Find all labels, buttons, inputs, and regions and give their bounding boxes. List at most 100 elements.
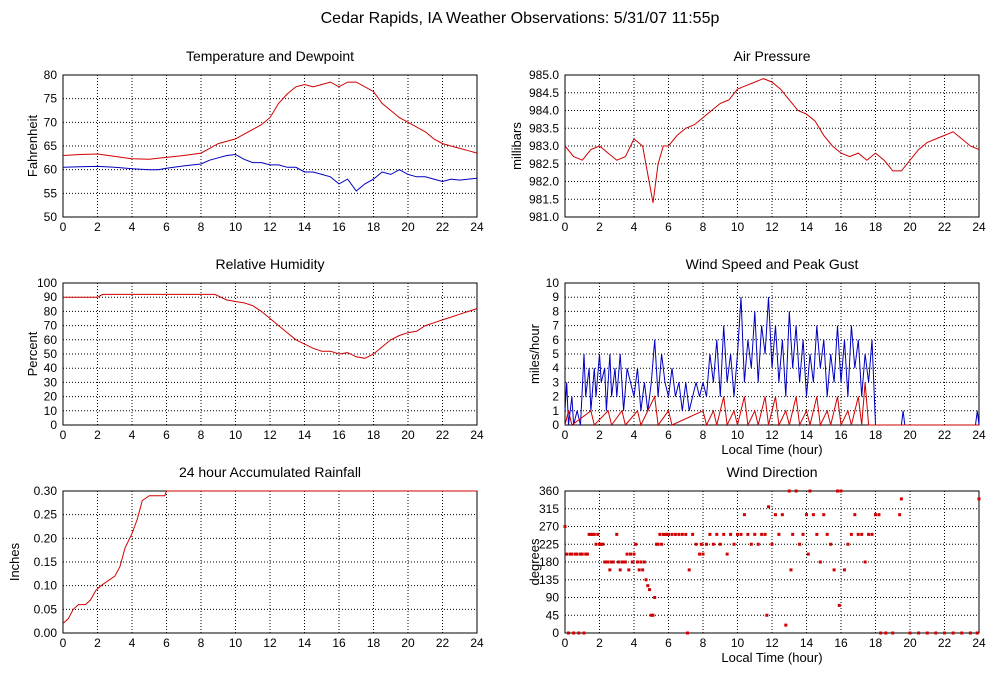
x-tick-label: 22 [938,220,952,234]
data-point [573,552,577,556]
x-tick-label: 10 [731,220,745,234]
y-tick-label: 45 [546,608,560,622]
data-point [815,532,819,536]
data-point [623,560,627,564]
x-tick-label: 4 [129,636,136,650]
x-tick-label: 6 [665,220,672,234]
data-point [863,560,867,564]
y-tick-label: 3 [552,375,559,389]
y-tick-label: 6 [552,333,559,347]
data-point [627,568,631,572]
data-point [685,631,689,635]
data-point [582,631,586,635]
y-tick-label: 60 [44,333,58,347]
data-point [736,532,739,536]
y-tick-label: 985.0 [529,68,559,82]
data-point [711,542,715,546]
data-point [749,542,753,546]
y-tick-label: 80 [44,304,58,318]
air-pressure-series-0-line [564,78,980,203]
x-tick-label: 0 [562,636,569,650]
y-tick-label: 0.30 [34,484,58,498]
x-tick-label: 10 [731,636,745,650]
x-tick-label: 12 [765,428,779,442]
data-point [620,560,624,564]
data-point [580,552,584,556]
x-tick-label: 18 [367,220,381,234]
data-point [763,532,767,536]
data-point [898,513,902,517]
data-point [708,532,712,536]
y-tick-label: 65 [44,139,58,153]
y-tick-label: 0.25 [34,508,58,522]
x-tick-label: 24 [470,636,484,650]
x-tick-label: 16 [834,428,848,442]
x-tick-label: 22 [436,428,450,442]
x-tick-label: 2 [596,220,603,234]
data-point [951,631,955,635]
x-tick-label: 16 [834,220,848,234]
data-point [630,560,634,564]
y-tick-label: 40 [44,361,58,375]
data-point [642,560,646,564]
y-tick-label: 0.00 [34,626,58,640]
data-point [874,513,877,517]
data-point [917,631,921,635]
data-point [687,568,691,572]
data-point [867,532,871,536]
x-tick-label: 10 [229,636,243,650]
y-tick-label: 0.05 [34,602,58,616]
wind-speed-and-peak-gust-title: Wind Speed and Peak Gust [686,256,859,272]
x-tick-label: 4 [129,428,136,442]
wind-speed-and-peak-gust-series-1-line [564,382,979,427]
x-tick-label: 6 [163,636,170,650]
x-tick-label: 4 [129,220,136,234]
24-hour-accumulated-rainfall-series-0-line [62,490,477,624]
relative-humidity-grid [63,283,477,425]
data-point [584,552,588,556]
wind-direction-title: Wind Direction [726,464,817,480]
data-point [805,513,808,517]
relative-humidity-title: Relative Humidity [216,256,325,272]
y-tick-label: 0.15 [34,555,58,569]
x-tick-label: 16 [834,636,848,650]
24-hour-accumulated-rainfall-grid [63,491,477,633]
x-tick-label: 8 [700,428,707,442]
x-tick-label: 20 [401,636,415,650]
x-tick-label: 22 [938,636,952,650]
wind-speed-and-peak-gust-x-axis-label: Local Time (hour) [721,442,822,457]
data-point [853,513,857,517]
data-point [592,532,596,536]
data-point [658,532,662,536]
y-tick-label: 70 [44,319,58,333]
data-point [818,560,822,564]
y-tick-label: 80 [44,68,58,82]
data-point [641,568,645,572]
x-tick-label: 10 [731,428,745,442]
wind-direction-grid [565,491,979,633]
data-point [661,532,665,536]
x-tick-label: 6 [665,428,672,442]
x-tick-label: 14 [800,636,814,650]
x-tick-label: 22 [436,220,450,234]
data-point [575,552,579,556]
data-point [806,552,810,556]
data-point [860,532,864,536]
x-tick-label: 18 [869,428,883,442]
x-tick-label: 14 [298,636,312,650]
y-tick-label: 315 [539,502,559,516]
data-point [836,489,840,493]
relative-humidity-frame [62,282,478,426]
y-tick-label: 135 [539,573,559,587]
data-point [870,532,874,536]
data-point [670,532,674,536]
x-tick-label: 22 [436,636,450,650]
data-point [943,631,946,635]
y-tick-label: 20 [44,390,58,404]
x-tick-label: 10 [229,428,243,442]
x-tick-label: 2 [596,428,603,442]
y-tick-label: 60 [44,163,58,177]
